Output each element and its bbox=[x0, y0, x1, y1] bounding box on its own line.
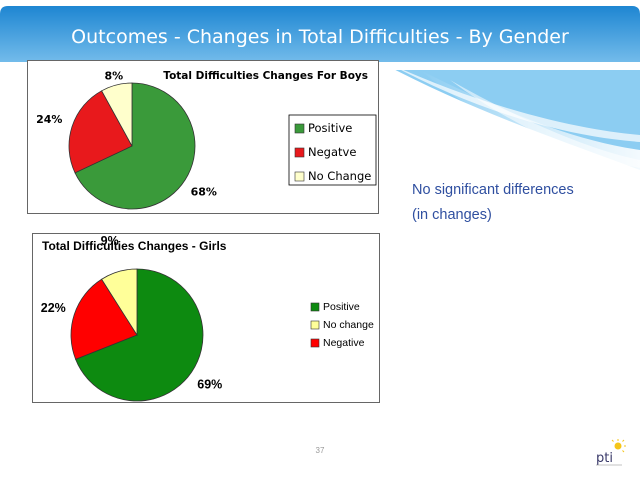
girls-legend-entry-negative: Negative bbox=[323, 337, 365, 349]
boys-slice-negatve bbox=[68, 90, 133, 174]
boys-legend: Positive Negatve No Change bbox=[288, 114, 377, 186]
boys-legend-swatch-no-change bbox=[294, 171, 305, 182]
logo-text: pti bbox=[596, 451, 613, 466]
girls-slice-positive bbox=[75, 268, 204, 402]
girls-pie-chart: Total Difficulties Changes - Girls 69% 22%… bbox=[32, 233, 380, 403]
boys-pie-chart: Total Difficulties Changes For Boys 68% 24… bbox=[27, 60, 379, 214]
girls-legend-swatch-positive bbox=[310, 302, 320, 312]
pti-logo: pti bbox=[592, 438, 628, 470]
boys-data-label-negatve: 24% bbox=[36, 113, 62, 126]
girls-legend-swatch-negative bbox=[310, 338, 320, 348]
boys-legend-entry-positive: Positive bbox=[308, 121, 352, 135]
girls-chart-title: Total Difficulties Changes - Girls bbox=[42, 239, 227, 253]
boys-pie-svg: Total Difficulties Changes For Boys 68% 24… bbox=[36, 69, 377, 210]
note-line-1: No significant differences bbox=[412, 182, 574, 198]
findings-note: No significant differences (in changes) bbox=[412, 178, 574, 228]
boys-slice-no-change bbox=[101, 82, 133, 147]
page-number: 37 bbox=[315, 446, 325, 455]
boys-data-label-no-change: 8% bbox=[104, 69, 123, 82]
boys-legend-entry-negatve: Negatve bbox=[308, 145, 356, 159]
girls-legend-swatch-no-change bbox=[310, 320, 320, 330]
girls-data-label-positive: 69% bbox=[197, 378, 222, 392]
girls-legend-entry-no-change: No change bbox=[323, 319, 374, 331]
girls-legend: Positive No change Negative bbox=[310, 301, 374, 349]
girls-data-label-no-change: 9% bbox=[101, 234, 119, 248]
boys-chart-title: Total Difficulties Changes For Boys bbox=[163, 70, 368, 82]
girls-slice-no-change bbox=[101, 268, 138, 337]
girls-slice-negative bbox=[70, 278, 138, 360]
note-line-2: (in changes) bbox=[412, 207, 492, 223]
boys-data-label-positive: 68% bbox=[191, 186, 217, 199]
boys-slice-positive bbox=[74, 82, 196, 210]
girls-legend-entry-positive: Positive bbox=[323, 301, 360, 313]
boys-legend-swatch-negatve bbox=[294, 147, 305, 158]
girls-pie-svg: Total Difficulties Changes - Girls 69% 22%… bbox=[41, 234, 374, 402]
slide-title: Outcomes - Changes in Total Difficulties… bbox=[71, 26, 569, 48]
boys-legend-swatch-positive bbox=[294, 123, 305, 134]
boys-legend-entry-no-change: No Change bbox=[308, 169, 371, 183]
girls-data-label-negative: 22% bbox=[41, 301, 66, 315]
